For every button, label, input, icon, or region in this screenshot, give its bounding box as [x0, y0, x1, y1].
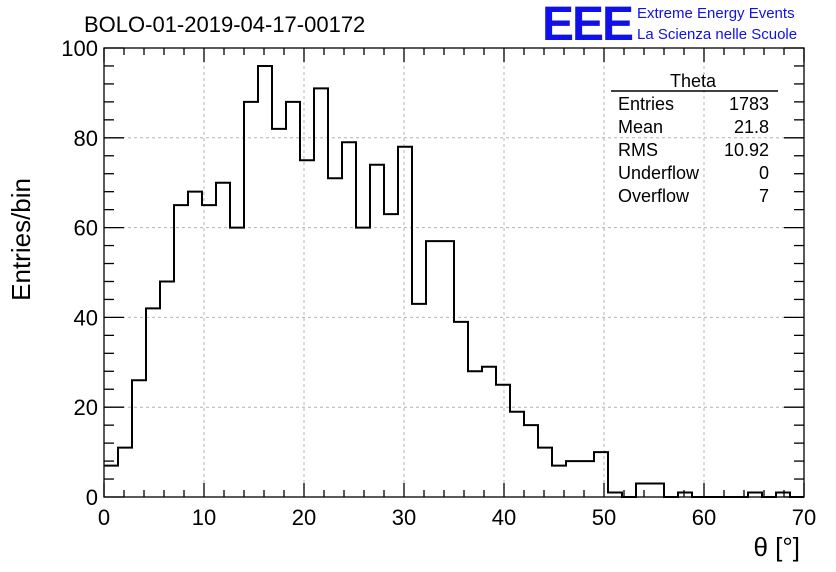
plot-frame	[103, 47, 805, 498]
x-tick-label: 20	[292, 505, 316, 530]
y-tick-label: 80	[74, 126, 98, 151]
stats-value-mean: 21.8	[734, 117, 769, 137]
x-tick-label: 60	[692, 505, 716, 530]
histogram-bin	[188, 192, 202, 497]
stats-box: Theta Entries 1783 Mean 21.8 RMS 10.92 U…	[611, 71, 778, 206]
stats-label-overflow: Overflow	[618, 186, 690, 206]
histogram-bin	[286, 102, 300, 497]
eee-logo: EEE Extreme Energy Events La Scienza nel…	[542, 0, 797, 51]
histogram-bin	[328, 178, 342, 497]
x-tick-label: 70	[792, 505, 816, 530]
stats-value-underflow: 0	[759, 163, 769, 183]
stats-label-mean: Mean	[618, 117, 663, 137]
histogram-bin	[524, 425, 538, 497]
histogram-bin	[356, 228, 370, 497]
histogram-bin	[454, 322, 468, 497]
histogram-bin	[384, 214, 398, 497]
stats-label-rms: RMS	[618, 140, 658, 160]
histogram-bin	[370, 165, 384, 497]
logo-line-2: La Scienza nelle Scuole	[637, 26, 797, 43]
histogram-bin	[468, 371, 482, 497]
histogram-bin	[482, 367, 496, 497]
histogram-bin	[636, 484, 650, 497]
x-tick-label: 10	[192, 505, 216, 530]
logo-mark: EEE	[542, 0, 633, 51]
histogram-bin	[146, 308, 160, 497]
histogram-bin	[342, 142, 356, 497]
histogram-bin	[230, 228, 244, 497]
x-axis-label: θ [°]	[753, 532, 800, 562]
histogram-bin	[594, 452, 608, 497]
histogram-bin	[174, 205, 188, 497]
histogram-bin	[272, 129, 286, 497]
histogram-bin	[202, 205, 216, 497]
histogram-bin	[300, 160, 314, 497]
histogram-bin	[118, 448, 132, 497]
y-axis-label: Entries/bin	[6, 178, 36, 301]
stats-label-underflow: Underflow	[618, 163, 700, 183]
stats-value-rms: 10.92	[724, 140, 769, 160]
y-tick-label: 20	[74, 395, 98, 420]
histogram-bin	[580, 461, 594, 497]
chart-title: BOLO-01-2019-04-17-00172	[84, 12, 365, 37]
stats-value-entries: 1783	[729, 94, 769, 114]
stats-title: Theta	[670, 71, 717, 91]
histogram-bin	[440, 241, 454, 497]
histogram-series	[104, 64, 804, 498]
histogram-bin	[244, 102, 258, 497]
stats-label-entries: Entries	[618, 94, 674, 114]
histogram-bin	[132, 380, 146, 497]
x-tick-label: 0	[98, 505, 110, 530]
x-tick-label: 50	[592, 505, 616, 530]
x-tick-label: 30	[392, 505, 416, 530]
histogram-bin	[496, 385, 510, 497]
y-tick-label: 40	[74, 305, 98, 330]
logo-line-1: Extreme Energy Events	[637, 5, 795, 22]
histogram-bin	[258, 66, 272, 497]
histogram-bin	[104, 466, 118, 497]
histogram-bin	[510, 412, 524, 497]
axis-ticks	[103, 47, 805, 498]
histogram-bin	[160, 281, 174, 497]
y-tick-label: 100	[61, 36, 98, 61]
stats-value-overflow: 7	[759, 186, 769, 206]
histogram-bin	[650, 484, 664, 497]
histogram-bin	[566, 461, 580, 497]
y-tick-label: 0	[86, 485, 98, 510]
histogram-bin	[538, 448, 552, 497]
histogram-bin	[412, 304, 426, 497]
x-tick-label: 40	[492, 505, 516, 530]
y-tick-label: 60	[74, 216, 98, 241]
grid	[104, 48, 804, 497]
histogram-bin	[216, 183, 230, 497]
histogram-bin	[426, 241, 440, 497]
histogram-bin	[314, 88, 328, 497]
histogram-bin	[398, 147, 412, 497]
